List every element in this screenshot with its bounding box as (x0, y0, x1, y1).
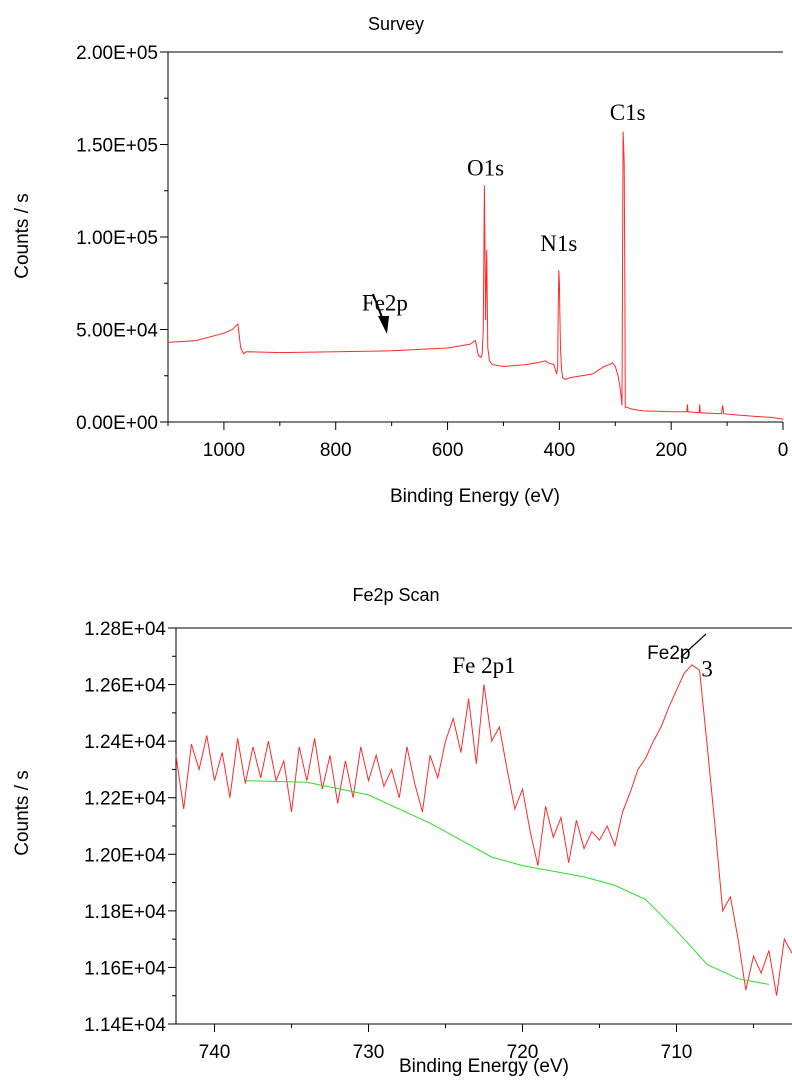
y-tick-label: 0.00E+00 (76, 413, 158, 434)
peak-annotation-label: Fe2p (647, 643, 690, 664)
survey-chart-title: Survey (368, 14, 424, 34)
fe2p-scan-chart: Fe2p Scan Binding Energy (eV) Counts / s… (12, 585, 792, 1077)
y-tick-label: 1.26E+04 (84, 676, 166, 697)
x-tick-label: 730 (353, 1042, 385, 1063)
y-tick-label: 2.00E+05 (76, 43, 158, 64)
peak-annotation-label: N1s (540, 231, 577, 256)
fe2p-series-layer (175, 664, 792, 996)
x-tick-label: 600 (432, 440, 464, 461)
fe2p-x-axis-label: Binding Energy (eV) (399, 1056, 569, 1077)
fe2p-ticks: 1.14E+04 1.16E+04 1.18E+04 1.20E+04 1.22E+04… (84, 619, 754, 1063)
survey-annotation-layer: Fe2p O1s N1s C1s (362, 100, 646, 316)
y-tick-label: 1.14E+04 (84, 1015, 166, 1036)
y-tick-label: 1.16E+04 (84, 958, 166, 979)
fe2p3-pointer-line (680, 633, 707, 658)
x-tick-label: 710 (661, 1042, 693, 1063)
peak-annotation-label: Fe 2p1 (452, 653, 515, 678)
x-tick-label: 400 (544, 440, 576, 461)
x-tick-label: 0 (778, 440, 789, 461)
fe2p-annotation-layer: Fe 2p1 Fe2p 3 (452, 643, 713, 681)
series-line-1 (245, 780, 769, 985)
fe2p-y-axis-label: Counts / s (12, 770, 33, 856)
y-tick-label: 1.18E+04 (84, 902, 166, 923)
peak-annotation-label: Fe2p (362, 291, 408, 316)
x-tick-label: 1000 (203, 440, 245, 461)
survey-chart: Survey Binding Energy (eV) Counts / s 0.… (12, 14, 788, 507)
series-line-0 (167, 131, 784, 420)
fe2p-chart-title: Fe2p Scan (352, 585, 439, 605)
y-tick-label: 1.00E+05 (76, 228, 158, 249)
survey-y-axis-label: Counts / s (12, 193, 33, 279)
y-tick-label: 1.22E+04 (84, 789, 166, 810)
survey-plot-area (167, 51, 783, 423)
x-tick-label: 720 (507, 1042, 539, 1063)
fe2p-pointer-arrow (372, 293, 389, 334)
peak-annotation-label: O1s (467, 156, 504, 181)
y-tick-label: 1.28E+04 (84, 619, 166, 640)
y-tick-label: 1.50E+05 (76, 136, 158, 157)
survey-ticks: 0.00E+00 5.00E+04 1.00E+05 1.50E+05 2.00E+05… (76, 43, 788, 461)
x-tick-label: 740 (199, 1042, 231, 1063)
y-tick-label: 5.00E+04 (76, 321, 158, 342)
y-tick-label: 1.24E+04 (84, 732, 166, 753)
peak-annotation-label: 3 (701, 656, 713, 681)
peak-annotation-label: C1s (610, 100, 646, 125)
x-tick-label: 200 (655, 440, 687, 461)
series-line-0 (175, 664, 792, 996)
survey-series-layer (167, 131, 784, 420)
survey-x-axis-label: Binding Energy (eV) (390, 486, 560, 507)
x-tick-label: 800 (320, 440, 352, 461)
y-tick-label: 1.20E+04 (84, 845, 166, 866)
